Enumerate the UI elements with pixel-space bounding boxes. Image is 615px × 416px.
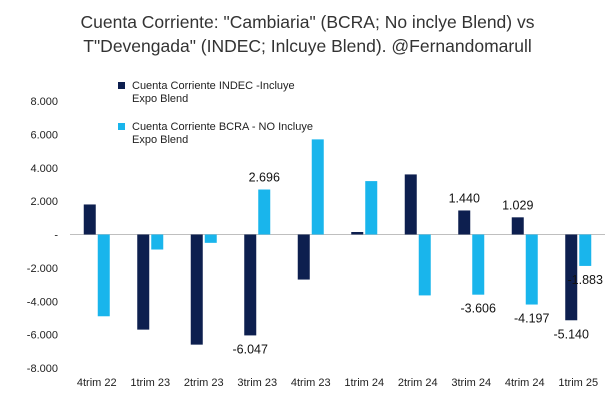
bar-bcra bbox=[365, 181, 378, 235]
data-label: -1.883 bbox=[568, 273, 603, 287]
y-tick-label: - bbox=[54, 230, 58, 242]
x-tick-label: 2trim 23 bbox=[184, 377, 224, 389]
data-label: -5.140 bbox=[554, 327, 589, 341]
x-tick-label: 3trim 23 bbox=[237, 377, 277, 389]
bar-bcra bbox=[525, 234, 538, 305]
legend-label-bcra-line-2: Expo Blend bbox=[132, 134, 189, 146]
bar-indec bbox=[511, 217, 524, 235]
x-tick-label: 4trim 23 bbox=[291, 377, 331, 389]
legend-label-indec-line-1: Cuenta Corriente INDEC -Incluye bbox=[132, 80, 295, 92]
bar-bcra bbox=[97, 234, 110, 317]
bar-bcra bbox=[472, 234, 485, 295]
bar-indec bbox=[404, 174, 417, 235]
legend-label-indec-line-2: Expo Blend bbox=[132, 93, 189, 105]
y-tick-label: -6.000 bbox=[27, 330, 58, 342]
y-tick-label: 8.000 bbox=[30, 96, 58, 108]
bar-indec bbox=[351, 231, 364, 235]
chart-title-line-1: Cuenta Corriente: "Cambiaria" (BCRA; No … bbox=[80, 12, 535, 32]
bar-indec bbox=[190, 234, 203, 345]
bar-bcra bbox=[418, 234, 431, 296]
data-label: 2.696 bbox=[249, 171, 280, 185]
y-tick-label: 6.000 bbox=[30, 129, 58, 141]
legend-swatch-indec bbox=[118, 82, 125, 89]
data-label: -4.197 bbox=[514, 312, 549, 326]
data-label: 1.029 bbox=[502, 198, 533, 212]
bar-indec bbox=[565, 234, 578, 321]
legend-item-indec: Cuenta Corriente INDEC -Incluye Expo Ble… bbox=[118, 80, 328, 106]
data-label: -6.047 bbox=[233, 342, 268, 356]
x-tick-label: 2trim 24 bbox=[398, 377, 438, 389]
bar-indec bbox=[83, 204, 96, 235]
y-tick-label: 4.000 bbox=[30, 163, 58, 175]
bar-bcra bbox=[579, 234, 592, 266]
bar-indec bbox=[244, 234, 257, 336]
bar-indec bbox=[137, 234, 150, 330]
y-tick-label: -2.000 bbox=[27, 263, 58, 275]
legend-label-bcra-line-1: Cuenta Corriente BCRA - NO Incluye bbox=[132, 121, 313, 133]
chart-title-line-2: T"Devengada" (INDEC; Inlcuye Blend). @Fe… bbox=[83, 36, 532, 56]
x-tick-label: 1trim 23 bbox=[130, 377, 170, 389]
bar-bcra bbox=[151, 234, 164, 250]
y-tick-label: -4.000 bbox=[27, 296, 58, 308]
data-label: 1.440 bbox=[449, 191, 480, 205]
y-tick-label: -8.000 bbox=[27, 363, 58, 375]
legend-item-bcra: Cuenta Corriente BCRA - NO Incluye Expo … bbox=[118, 121, 328, 147]
y-tick-label: 2.000 bbox=[30, 196, 58, 208]
bar-bcra bbox=[258, 189, 271, 235]
bar-indec bbox=[297, 234, 310, 280]
chart-title: Cuenta Corriente: "Cambiaria" (BCRA; No … bbox=[0, 10, 615, 58]
x-tick-label: 3trim 24 bbox=[451, 377, 491, 389]
bar-indec bbox=[458, 210, 471, 235]
bar-bcra bbox=[311, 139, 324, 235]
bar-bcra bbox=[204, 234, 217, 243]
x-tick-label: 1trim 24 bbox=[344, 377, 384, 389]
x-tick-label: 4trim 22 bbox=[77, 377, 117, 389]
x-tick-label: 1trim 25 bbox=[558, 377, 598, 389]
x-tick-label: 4trim 24 bbox=[505, 377, 545, 389]
legend-swatch-bcra bbox=[118, 123, 125, 130]
data-label: -3.606 bbox=[461, 302, 496, 316]
